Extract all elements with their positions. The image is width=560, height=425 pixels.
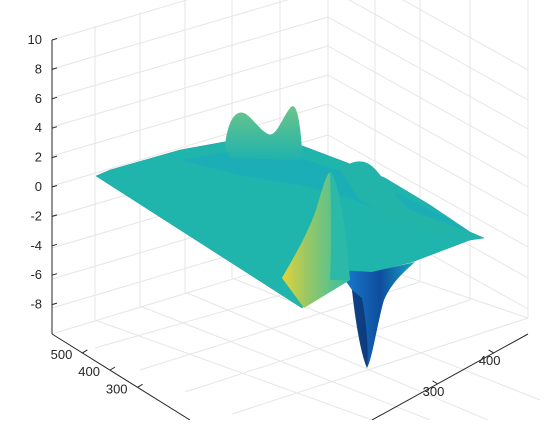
x-tick-mark (488, 349, 494, 354)
z-tick-label: 4 (35, 120, 42, 135)
x-tick-label: 400 (479, 353, 501, 368)
x-tick-label: 300 (423, 384, 445, 399)
z-tick-label: 6 (35, 91, 42, 106)
z-tick-mark (51, 96, 58, 100)
z-tick-label: 8 (35, 61, 42, 76)
grid-lines (51, 0, 541, 421)
z-tick-label: -2 (30, 208, 42, 223)
y-tick-mark (82, 349, 88, 354)
z-tick-mark (51, 214, 58, 217)
z-tick-label: 2 (35, 150, 42, 165)
z-tick-mark (51, 185, 58, 188)
y-tick-label: 500 (51, 347, 73, 362)
surface (95, 106, 485, 368)
z-tick-mark (51, 243, 58, 247)
z-tick-label: -6 (30, 267, 42, 282)
surface-trough-shadow (352, 290, 368, 368)
surface-peak-face (330, 172, 350, 280)
y-tick-label: 300 (106, 381, 128, 396)
y-tick-label: 400 (78, 364, 100, 379)
surface-back-bumps (225, 106, 302, 160)
z-tick-label: 10 (28, 32, 42, 47)
x-axis-line (371, 333, 529, 421)
z-tick-mark (51, 126, 58, 129)
tick-labels: 10 8 6 4 2 0 -2 -4 -6 -8 500 400 300 300 400 (28, 32, 501, 399)
z-tick-mark (51, 273, 58, 276)
y-tick-mark (137, 383, 143, 388)
y-axis-line (51, 333, 191, 421)
surface-trough (338, 262, 415, 368)
tick-marks (51, 38, 494, 388)
z-tick-label: -8 (30, 297, 42, 312)
x-tick-mark (432, 380, 438, 385)
z-tick-mark (51, 302, 58, 306)
z-tick-mark (51, 38, 58, 41)
y-tick-mark (109, 366, 116, 371)
z-tick-label: 0 (35, 179, 42, 194)
z-tick-label: -4 (30, 238, 42, 253)
z-tick-mark (51, 67, 58, 70)
surface-right-ridge (340, 161, 470, 236)
z-tick-mark (51, 155, 58, 159)
